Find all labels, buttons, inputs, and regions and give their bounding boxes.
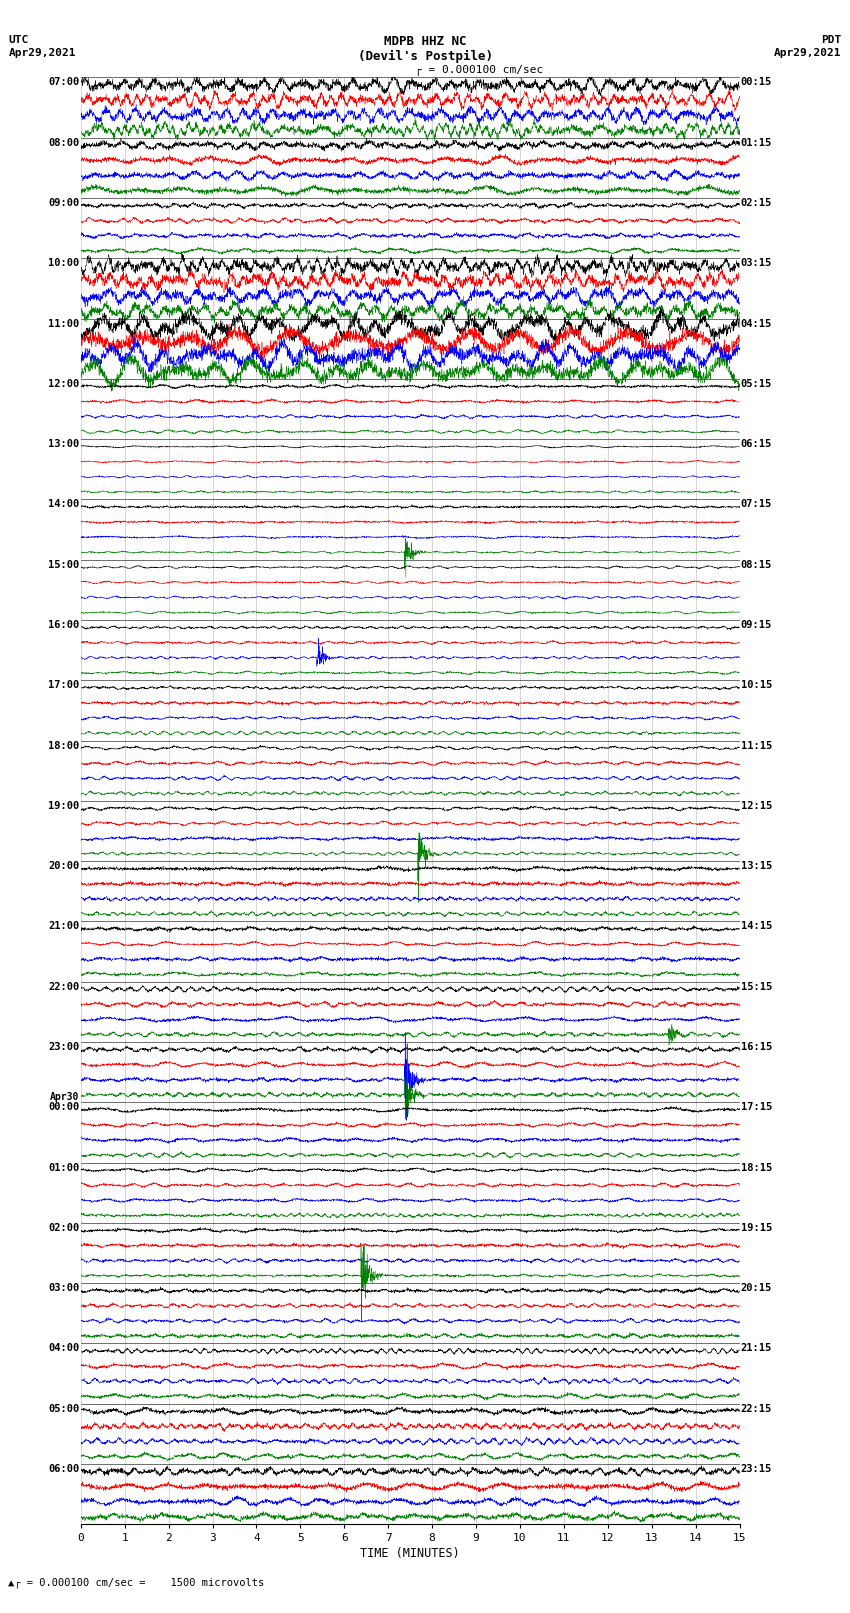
Text: 02:15: 02:15 xyxy=(741,198,772,208)
Text: 04:00: 04:00 xyxy=(48,1344,79,1353)
Text: ┌ = 0.000100 cm/sec: ┌ = 0.000100 cm/sec xyxy=(415,65,543,76)
Text: 01:15: 01:15 xyxy=(741,137,772,148)
Text: 07:15: 07:15 xyxy=(741,500,772,510)
Text: 00:15: 00:15 xyxy=(741,77,772,87)
Text: Apr29,2021: Apr29,2021 xyxy=(774,48,842,58)
Text: Apr30: Apr30 xyxy=(50,1092,79,1102)
Text: 18:15: 18:15 xyxy=(741,1163,772,1173)
Text: 03:15: 03:15 xyxy=(741,258,772,268)
Text: 10:00: 10:00 xyxy=(48,258,79,268)
Text: 16:00: 16:00 xyxy=(48,619,79,631)
Text: 03:00: 03:00 xyxy=(48,1282,79,1294)
Text: 02:00: 02:00 xyxy=(48,1223,79,1232)
Text: 06:00: 06:00 xyxy=(48,1465,79,1474)
Text: 00:00: 00:00 xyxy=(48,1102,79,1113)
Text: 20:15: 20:15 xyxy=(741,1282,772,1294)
Text: 20:00: 20:00 xyxy=(48,861,79,871)
Text: 11:15: 11:15 xyxy=(741,740,772,750)
Text: 09:15: 09:15 xyxy=(741,619,772,631)
Text: 13:00: 13:00 xyxy=(48,439,79,448)
Text: 23:15: 23:15 xyxy=(741,1465,772,1474)
Text: 12:00: 12:00 xyxy=(48,379,79,389)
Text: 21:00: 21:00 xyxy=(48,921,79,931)
Text: 07:00: 07:00 xyxy=(48,77,79,87)
Text: 09:00: 09:00 xyxy=(48,198,79,208)
Text: 11:00: 11:00 xyxy=(48,319,79,329)
Text: 06:15: 06:15 xyxy=(741,439,772,448)
Text: 15:00: 15:00 xyxy=(48,560,79,569)
Text: 19:15: 19:15 xyxy=(741,1223,772,1232)
Text: 14:00: 14:00 xyxy=(48,500,79,510)
Text: 22:00: 22:00 xyxy=(48,982,79,992)
Text: PDT: PDT xyxy=(821,35,842,45)
Text: 14:15: 14:15 xyxy=(741,921,772,931)
Text: Apr29,2021: Apr29,2021 xyxy=(8,48,76,58)
Text: 08:15: 08:15 xyxy=(741,560,772,569)
Text: (Devil's Postpile): (Devil's Postpile) xyxy=(358,50,492,63)
X-axis label: TIME (MINUTES): TIME (MINUTES) xyxy=(360,1547,460,1560)
Text: 16:15: 16:15 xyxy=(741,1042,772,1052)
Text: 01:00: 01:00 xyxy=(48,1163,79,1173)
Text: 08:00: 08:00 xyxy=(48,137,79,148)
Text: MDPB HHZ NC: MDPB HHZ NC xyxy=(383,35,467,48)
Text: 22:15: 22:15 xyxy=(741,1403,772,1413)
Text: 21:15: 21:15 xyxy=(741,1344,772,1353)
Text: 10:15: 10:15 xyxy=(741,681,772,690)
Text: 23:00: 23:00 xyxy=(48,1042,79,1052)
Text: 17:00: 17:00 xyxy=(48,681,79,690)
Text: 05:00: 05:00 xyxy=(48,1403,79,1413)
Text: UTC: UTC xyxy=(8,35,29,45)
Text: ▲┌ = 0.000100 cm/sec =    1500 microvolts: ▲┌ = 0.000100 cm/sec = 1500 microvolts xyxy=(8,1578,264,1589)
Text: 13:15: 13:15 xyxy=(741,861,772,871)
Text: 04:15: 04:15 xyxy=(741,319,772,329)
Text: 17:15: 17:15 xyxy=(741,1102,772,1113)
Text: 19:00: 19:00 xyxy=(48,800,79,811)
Text: 05:15: 05:15 xyxy=(741,379,772,389)
Text: 18:00: 18:00 xyxy=(48,740,79,750)
Text: 15:15: 15:15 xyxy=(741,982,772,992)
Text: 12:15: 12:15 xyxy=(741,800,772,811)
